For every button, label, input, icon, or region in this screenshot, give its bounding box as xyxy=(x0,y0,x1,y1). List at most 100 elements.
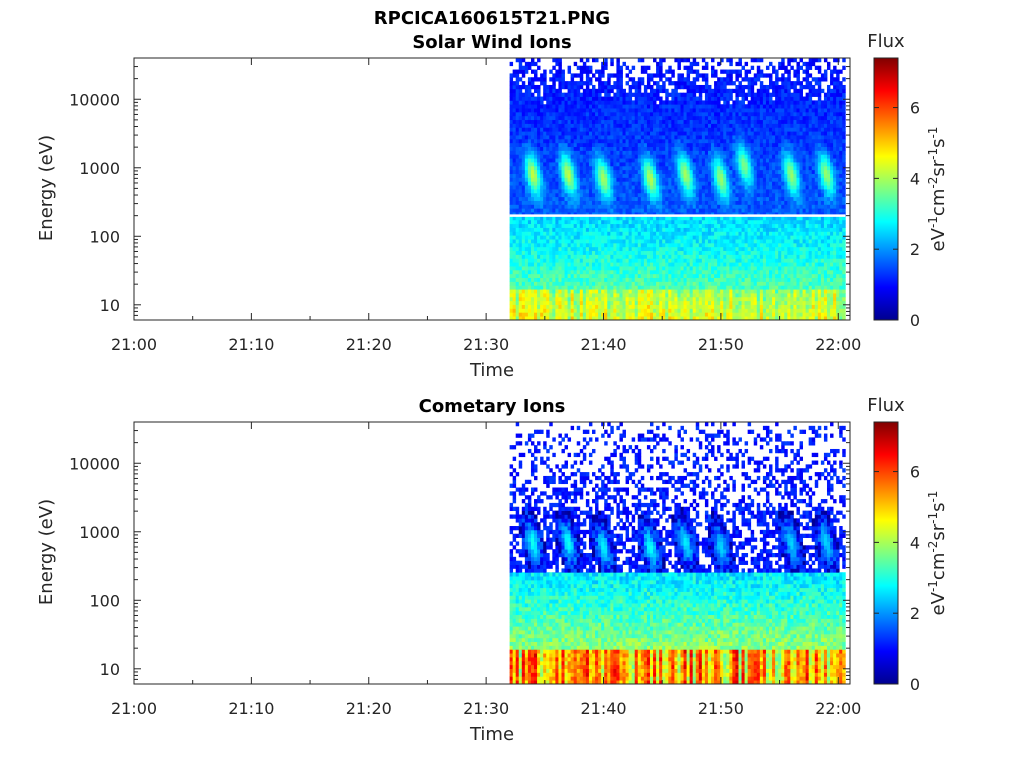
spectrogram-cell xyxy=(714,108,717,112)
spectrogram-cell xyxy=(613,220,616,224)
spectrogram-cell xyxy=(525,274,528,278)
spectrogram-cell xyxy=(565,116,568,120)
spectrogram-cell xyxy=(662,204,665,208)
spectrogram-cell xyxy=(607,158,610,162)
spectrogram-cell xyxy=(653,135,656,139)
spectrogram-cell xyxy=(705,73,708,77)
spectrogram-cell xyxy=(671,305,674,309)
spectrogram-cell xyxy=(726,266,729,270)
spectrogram-cell xyxy=(650,166,653,170)
spectrogram-cell xyxy=(690,100,693,104)
spectrogram-cell xyxy=(586,108,589,112)
spectrogram-cell xyxy=(580,158,583,162)
spectrogram-cell xyxy=(693,281,696,285)
spectrogram-cell xyxy=(735,166,738,170)
spectrogram-cell xyxy=(647,120,650,124)
spectrogram-cell xyxy=(604,127,607,131)
spectrogram-cell xyxy=(561,301,564,305)
spectrogram-cell xyxy=(589,262,592,266)
spectrogram-cell xyxy=(623,162,626,166)
spectrogram-cell xyxy=(681,289,684,293)
spectrogram-cell xyxy=(552,251,555,255)
spectrogram-cell xyxy=(632,143,635,147)
spectrogram-cell xyxy=(674,131,677,135)
spectrogram-cell xyxy=(687,235,690,239)
spectrogram-cell xyxy=(659,185,662,189)
spectrogram-cell xyxy=(677,158,680,162)
spectrogram-cell xyxy=(681,181,684,185)
spectrogram-cell xyxy=(565,127,568,131)
spectrogram-cell xyxy=(555,131,558,135)
spectrogram-cell xyxy=(595,224,598,228)
spectrogram-cell xyxy=(586,112,589,116)
spectrogram-cell xyxy=(650,116,653,120)
spectrogram-cell xyxy=(687,274,690,278)
spectrogram-cell xyxy=(543,139,546,143)
spectrogram-cell xyxy=(699,177,702,181)
spectrogram-cell xyxy=(561,243,564,247)
spectrogram-cell xyxy=(549,70,552,74)
spectrogram-cell xyxy=(693,89,696,93)
spectrogram-cell xyxy=(693,181,696,185)
spectrogram-cell xyxy=(729,266,732,270)
spectrogram-cell xyxy=(555,293,558,297)
spectrogram-cell xyxy=(568,235,571,239)
spectrogram-cell xyxy=(668,185,671,189)
spectrogram-cell xyxy=(568,108,571,112)
spectrogram-cell xyxy=(638,108,641,112)
spectrogram-cell xyxy=(577,285,580,289)
spectrogram-cell xyxy=(619,162,622,166)
spectrogram-cell xyxy=(650,139,653,143)
spectrogram-cell xyxy=(668,235,671,239)
spectrogram-cell xyxy=(684,100,687,104)
spectrogram-cell xyxy=(723,243,726,247)
spectrogram-cell xyxy=(684,177,687,181)
spectrogram-cell xyxy=(516,274,519,278)
spectrogram-cell xyxy=(684,235,687,239)
spectrogram-cell xyxy=(574,224,577,228)
spectrogram-cell xyxy=(647,124,650,128)
spectrogram-cell xyxy=(696,297,699,301)
spectrogram-cell xyxy=(589,228,592,232)
spectrogram-cell xyxy=(601,224,604,228)
spectrogram-cell xyxy=(720,258,723,262)
spectrogram-cell xyxy=(510,116,513,120)
spectrogram-cell xyxy=(561,251,564,255)
spectrogram-cell xyxy=(516,270,519,274)
spectrogram-cell xyxy=(717,189,720,193)
spectrogram-cell xyxy=(619,116,622,120)
spectrogram-cell xyxy=(644,281,647,285)
spectrogram-cell xyxy=(516,70,519,74)
spectrogram-cell xyxy=(549,158,552,162)
spectrogram-cell xyxy=(543,177,546,181)
spectrogram-cell xyxy=(619,143,622,147)
spectrogram-cell xyxy=(580,100,583,104)
spectrogram-cell xyxy=(543,193,546,197)
spectrogram-cell xyxy=(726,104,729,108)
spectrogram-cell xyxy=(574,97,577,101)
spectrogram-cell xyxy=(577,181,580,185)
spectrogram-cell xyxy=(726,77,729,81)
spectrogram-cell xyxy=(641,120,644,124)
spectrogram-cell xyxy=(543,262,546,266)
spectrogram-cell xyxy=(705,77,708,81)
spectrogram-cell xyxy=(647,77,650,81)
spectrogram-cell xyxy=(558,312,561,316)
spectrogram-cell xyxy=(711,154,714,158)
spectrogram-cell xyxy=(644,70,647,74)
spectrogram-cell xyxy=(742,285,745,289)
spectrogram-cell xyxy=(549,305,552,309)
spectrogram-cell xyxy=(519,135,522,139)
spectrogram-cell xyxy=(558,289,561,293)
spectrogram-cell xyxy=(671,235,674,239)
spectrogram-cell xyxy=(598,289,601,293)
spectrogram-cell xyxy=(543,131,546,135)
spectrogram-cell xyxy=(662,258,665,262)
spectrogram-cell xyxy=(726,297,729,301)
spectrogram-cell xyxy=(668,174,671,178)
spectrogram-cell xyxy=(638,135,641,139)
spectrogram-cell xyxy=(662,197,665,201)
spectrogram-cell xyxy=(720,293,723,297)
spectrogram-cell xyxy=(745,312,748,316)
spectrogram-cell xyxy=(635,285,638,289)
